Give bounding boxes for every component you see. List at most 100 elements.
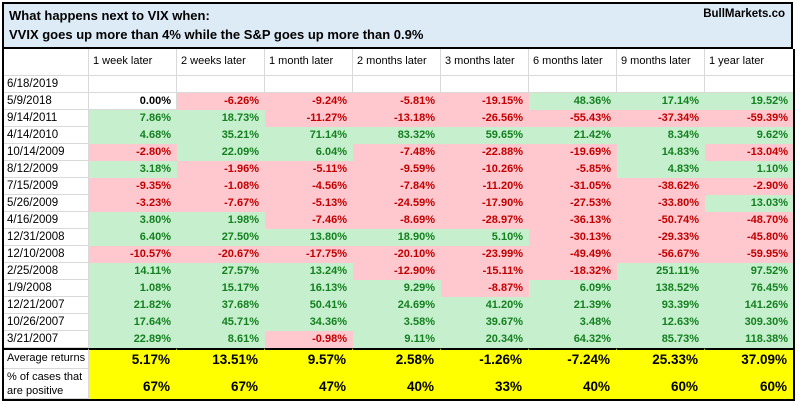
return-cell[interactable]: 50.41% xyxy=(265,297,353,314)
return-cell[interactable]: 17.64% xyxy=(89,314,177,331)
return-cell[interactable]: 0.00% xyxy=(89,93,177,110)
return-cell[interactable]: 21.39% xyxy=(529,297,617,314)
row-date-cell[interactable]: 5/26/2009 xyxy=(4,195,89,212)
return-cell[interactable]: -7.48% xyxy=(353,144,441,161)
return-cell[interactable]: 9.62% xyxy=(705,127,793,144)
return-cell[interactable]: 13.80% xyxy=(265,229,353,246)
return-cell[interactable]: 251.11% xyxy=(617,263,705,280)
row-date-cell[interactable]: 12/10/2008 xyxy=(4,246,89,263)
return-cell[interactable]: -27.53% xyxy=(529,195,617,212)
return-cell[interactable]: -12.90% xyxy=(353,263,441,280)
return-cell[interactable]: -11.27% xyxy=(265,110,353,127)
return-cell[interactable]: 93.39% xyxy=(617,297,705,314)
return-cell[interactable] xyxy=(617,76,705,93)
return-cell[interactable]: -28.97% xyxy=(441,212,529,229)
return-cell[interactable]: -19.69% xyxy=(529,144,617,161)
return-cell[interactable]: 1.08% xyxy=(89,280,177,297)
column-header[interactable]: 9 months later xyxy=(617,49,705,76)
return-cell[interactable]: -17.75% xyxy=(265,246,353,263)
return-cell[interactable]: 14.83% xyxy=(617,144,705,161)
return-cell[interactable]: 27.50% xyxy=(177,229,265,246)
return-cell[interactable]: 14.11% xyxy=(89,263,177,280)
return-cell[interactable]: 71.14% xyxy=(265,127,353,144)
summary-value-cell[interactable]: -1.26% xyxy=(441,348,529,369)
return-cell[interactable]: -30.13% xyxy=(529,229,617,246)
return-cell[interactable]: -37.34% xyxy=(617,110,705,127)
summary-value-cell[interactable]: 40% xyxy=(529,369,617,399)
return-cell[interactable]: 34.36% xyxy=(265,314,353,331)
return-cell[interactable]: -45.80% xyxy=(705,229,793,246)
return-cell[interactable]: -29.33% xyxy=(617,229,705,246)
return-cell[interactable]: -1.08% xyxy=(177,178,265,195)
return-cell[interactable]: 97.52% xyxy=(705,263,793,280)
return-cell[interactable]: -10.26% xyxy=(441,161,529,178)
return-cell[interactable]: -2.90% xyxy=(705,178,793,195)
return-cell[interactable]: -11.20% xyxy=(441,178,529,195)
return-cell[interactable]: -22.88% xyxy=(441,144,529,161)
return-cell[interactable]: -7.46% xyxy=(265,212,353,229)
return-cell[interactable]: -9.59% xyxy=(353,161,441,178)
row-date-cell[interactable]: 12/21/2007 xyxy=(4,297,89,314)
return-cell[interactable]: -59.95% xyxy=(705,246,793,263)
summary-value-cell[interactable]: 5.17% xyxy=(89,348,177,369)
return-cell[interactable]: 1.98% xyxy=(177,212,265,229)
return-cell[interactable]: -5.11% xyxy=(265,161,353,178)
return-cell[interactable]: -15.11% xyxy=(441,263,529,280)
return-cell[interactable]: -5.85% xyxy=(529,161,617,178)
return-cell[interactable]: -7.84% xyxy=(353,178,441,195)
row-date-cell[interactable]: 1/9/2008 xyxy=(4,280,89,297)
row-date-cell[interactable]: 8/12/2009 xyxy=(4,161,89,178)
return-cell[interactable] xyxy=(441,76,529,93)
return-cell[interactable]: -7.67% xyxy=(177,195,265,212)
return-cell[interactable]: 22.89% xyxy=(89,331,177,348)
return-cell[interactable]: 27.57% xyxy=(177,263,265,280)
summary-value-cell[interactable]: 67% xyxy=(89,369,177,399)
return-cell[interactable]: 59.65% xyxy=(441,127,529,144)
return-cell[interactable]: -26.56% xyxy=(441,110,529,127)
return-cell[interactable]: -5.13% xyxy=(265,195,353,212)
return-cell[interactable]: -1.96% xyxy=(177,161,265,178)
return-cell[interactable]: -9.24% xyxy=(265,93,353,110)
summary-value-cell[interactable]: 33% xyxy=(441,369,529,399)
row-date-cell[interactable]: 10/14/2009 xyxy=(4,144,89,161)
return-cell[interactable]: -23.99% xyxy=(441,246,529,263)
summary-value-cell[interactable]: 60% xyxy=(705,369,793,399)
return-cell[interactable]: -55.43% xyxy=(529,110,617,127)
summary-value-cell[interactable]: 25.33% xyxy=(617,348,705,369)
return-cell[interactable]: 8.34% xyxy=(617,127,705,144)
return-cell[interactable]: -56.67% xyxy=(617,246,705,263)
row-date-cell[interactable]: 3/21/2007 xyxy=(4,331,89,348)
row-date-cell[interactable]: 10/26/2007 xyxy=(4,314,89,331)
row-date-cell[interactable]: 4/14/2010 xyxy=(4,127,89,144)
return-cell[interactable]: -13.04% xyxy=(705,144,793,161)
return-cell[interactable]: -18.32% xyxy=(529,263,617,280)
return-cell[interactable]: 76.45% xyxy=(705,280,793,297)
return-cell[interactable]: -24.59% xyxy=(353,195,441,212)
column-header[interactable]: 1 month later xyxy=(265,49,353,76)
return-cell[interactable]: -38.62% xyxy=(617,178,705,195)
row-date-cell[interactable]: 7/15/2009 xyxy=(4,178,89,195)
return-cell[interactable]: 6.04% xyxy=(265,144,353,161)
return-cell[interactable]: 5.10% xyxy=(441,229,529,246)
return-cell[interactable]: -50.74% xyxy=(617,212,705,229)
return-cell[interactable]: 39.67% xyxy=(441,314,529,331)
summary-label[interactable]: Average returns xyxy=(4,348,89,369)
row-date-cell[interactable]: 6/18/2019 xyxy=(4,76,89,93)
return-cell[interactable]: 3.18% xyxy=(89,161,177,178)
return-cell[interactable]: -8.87% xyxy=(441,280,529,297)
return-cell[interactable]: 24.69% xyxy=(353,297,441,314)
return-cell[interactable]: 12.63% xyxy=(617,314,705,331)
return-cell[interactable]: 45.71% xyxy=(177,314,265,331)
row-date-cell[interactable]: 5/9/2018 xyxy=(4,93,89,110)
summary-value-cell[interactable]: 2.58% xyxy=(353,348,441,369)
return-cell[interactable]: -13.18% xyxy=(353,110,441,127)
return-cell[interactable]: -20.67% xyxy=(177,246,265,263)
return-cell[interactable]: 3.80% xyxy=(89,212,177,229)
summary-value-cell[interactable]: 40% xyxy=(353,369,441,399)
return-cell[interactable]: -8.69% xyxy=(353,212,441,229)
return-cell[interactable]: 35.21% xyxy=(177,127,265,144)
return-cell[interactable] xyxy=(705,76,793,93)
return-cell[interactable]: 138.52% xyxy=(617,280,705,297)
return-cell[interactable]: 4.83% xyxy=(617,161,705,178)
return-cell[interactable]: 37.68% xyxy=(177,297,265,314)
